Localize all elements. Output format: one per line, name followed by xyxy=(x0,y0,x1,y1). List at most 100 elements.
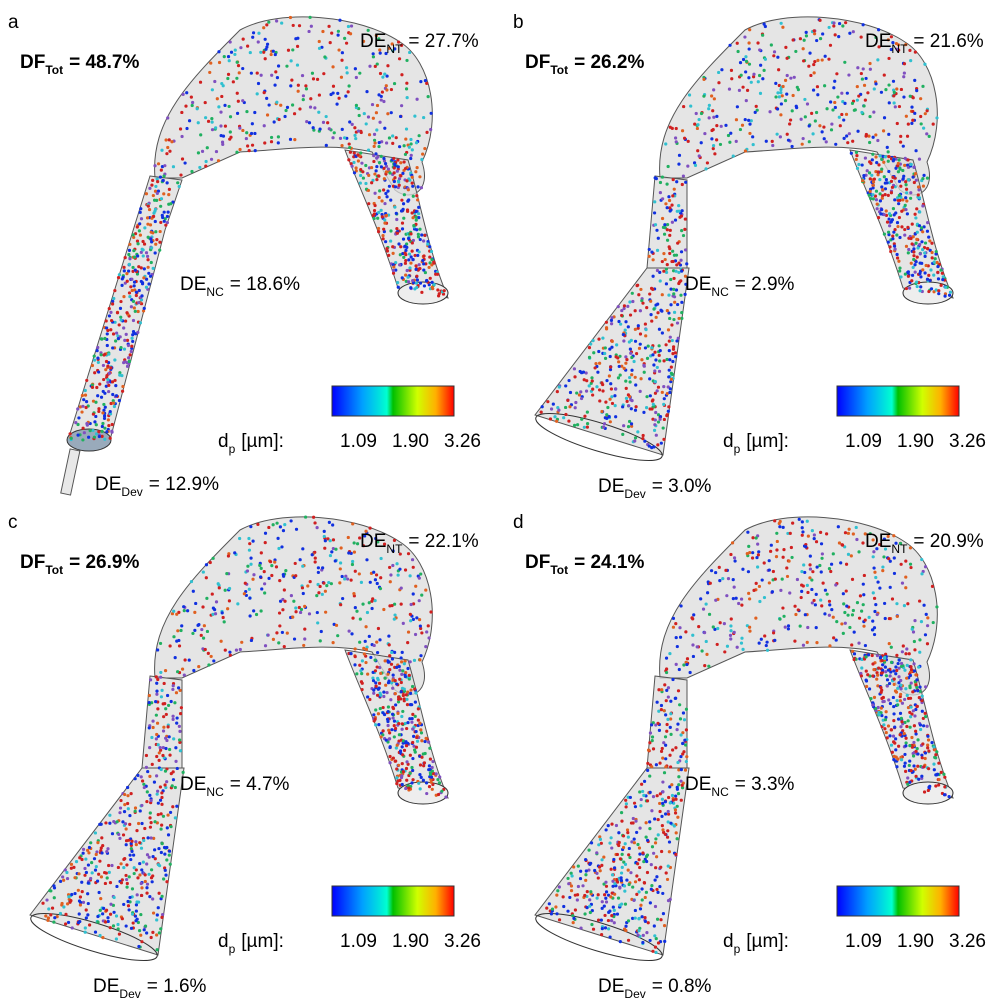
particle xyxy=(765,140,768,143)
particle xyxy=(235,151,238,154)
particle xyxy=(851,578,854,581)
particle xyxy=(102,403,105,406)
particle xyxy=(347,536,350,539)
particle xyxy=(404,259,407,262)
particle xyxy=(277,135,280,138)
particle xyxy=(318,127,321,130)
particle xyxy=(408,252,411,255)
particle xyxy=(407,237,410,240)
particle xyxy=(126,900,129,903)
de-nc-main: DE xyxy=(180,274,206,295)
particle xyxy=(91,386,94,389)
particle xyxy=(920,699,923,702)
particle xyxy=(104,882,107,885)
particle xyxy=(672,288,675,291)
particle xyxy=(625,387,628,390)
particle xyxy=(736,50,739,53)
particle xyxy=(188,119,191,122)
particle xyxy=(654,223,657,226)
particle xyxy=(862,593,865,596)
particle xyxy=(401,172,404,175)
particle xyxy=(666,206,669,209)
particle xyxy=(158,751,161,754)
particle xyxy=(350,24,353,27)
particle xyxy=(103,337,106,340)
particle xyxy=(313,521,316,524)
particle xyxy=(69,899,72,902)
particle xyxy=(393,613,396,616)
particle xyxy=(325,144,328,147)
particle xyxy=(105,850,108,853)
particle xyxy=(249,563,252,566)
particle xyxy=(169,825,172,828)
particle xyxy=(424,271,427,274)
particle xyxy=(339,603,342,606)
particle xyxy=(668,252,671,255)
particle xyxy=(805,34,808,37)
particle xyxy=(631,292,634,295)
particle xyxy=(263,91,266,94)
particle xyxy=(245,137,248,140)
particle xyxy=(353,541,356,544)
particle xyxy=(939,269,942,272)
particle xyxy=(320,630,323,633)
particle xyxy=(658,802,661,805)
particle xyxy=(872,181,875,184)
particle xyxy=(169,202,172,205)
particle xyxy=(789,118,792,121)
particle xyxy=(236,92,239,95)
particle xyxy=(163,164,166,167)
particle xyxy=(104,821,107,824)
particle xyxy=(358,641,361,644)
particle xyxy=(793,605,796,608)
particle xyxy=(605,327,608,330)
particle xyxy=(217,105,220,108)
particle xyxy=(906,776,909,779)
particle xyxy=(76,433,79,436)
particle xyxy=(664,765,667,768)
particle xyxy=(899,185,902,188)
particle xyxy=(382,695,385,698)
particle xyxy=(270,136,273,139)
particle xyxy=(87,863,90,866)
particle xyxy=(277,141,280,144)
particle xyxy=(850,152,853,155)
particle xyxy=(323,535,326,538)
particle xyxy=(155,933,158,936)
particle xyxy=(402,256,405,259)
particle xyxy=(97,370,100,373)
particle xyxy=(592,351,595,354)
particle xyxy=(943,776,946,779)
particle xyxy=(725,594,728,597)
particle xyxy=(926,247,929,250)
particle xyxy=(909,705,912,708)
particle xyxy=(624,799,627,802)
particle xyxy=(163,682,166,685)
particle xyxy=(641,898,644,901)
particle xyxy=(910,262,913,265)
particle xyxy=(157,743,160,746)
particle xyxy=(877,170,880,173)
particle xyxy=(149,223,152,226)
particle xyxy=(729,553,732,556)
particle xyxy=(172,737,175,740)
particle xyxy=(121,390,124,393)
particle xyxy=(123,810,126,813)
particle xyxy=(381,215,384,218)
particle xyxy=(400,104,403,107)
particle xyxy=(541,405,544,408)
particle xyxy=(893,683,896,686)
particle xyxy=(335,103,338,106)
particle xyxy=(926,278,929,281)
particle xyxy=(382,608,385,611)
particle xyxy=(887,83,890,86)
particle xyxy=(351,563,354,566)
particle xyxy=(413,115,416,118)
particle xyxy=(810,112,813,115)
particle xyxy=(880,707,883,710)
particle xyxy=(180,111,183,114)
particle xyxy=(914,213,917,216)
particle xyxy=(568,896,571,899)
particle xyxy=(411,216,414,219)
particle xyxy=(645,821,648,824)
